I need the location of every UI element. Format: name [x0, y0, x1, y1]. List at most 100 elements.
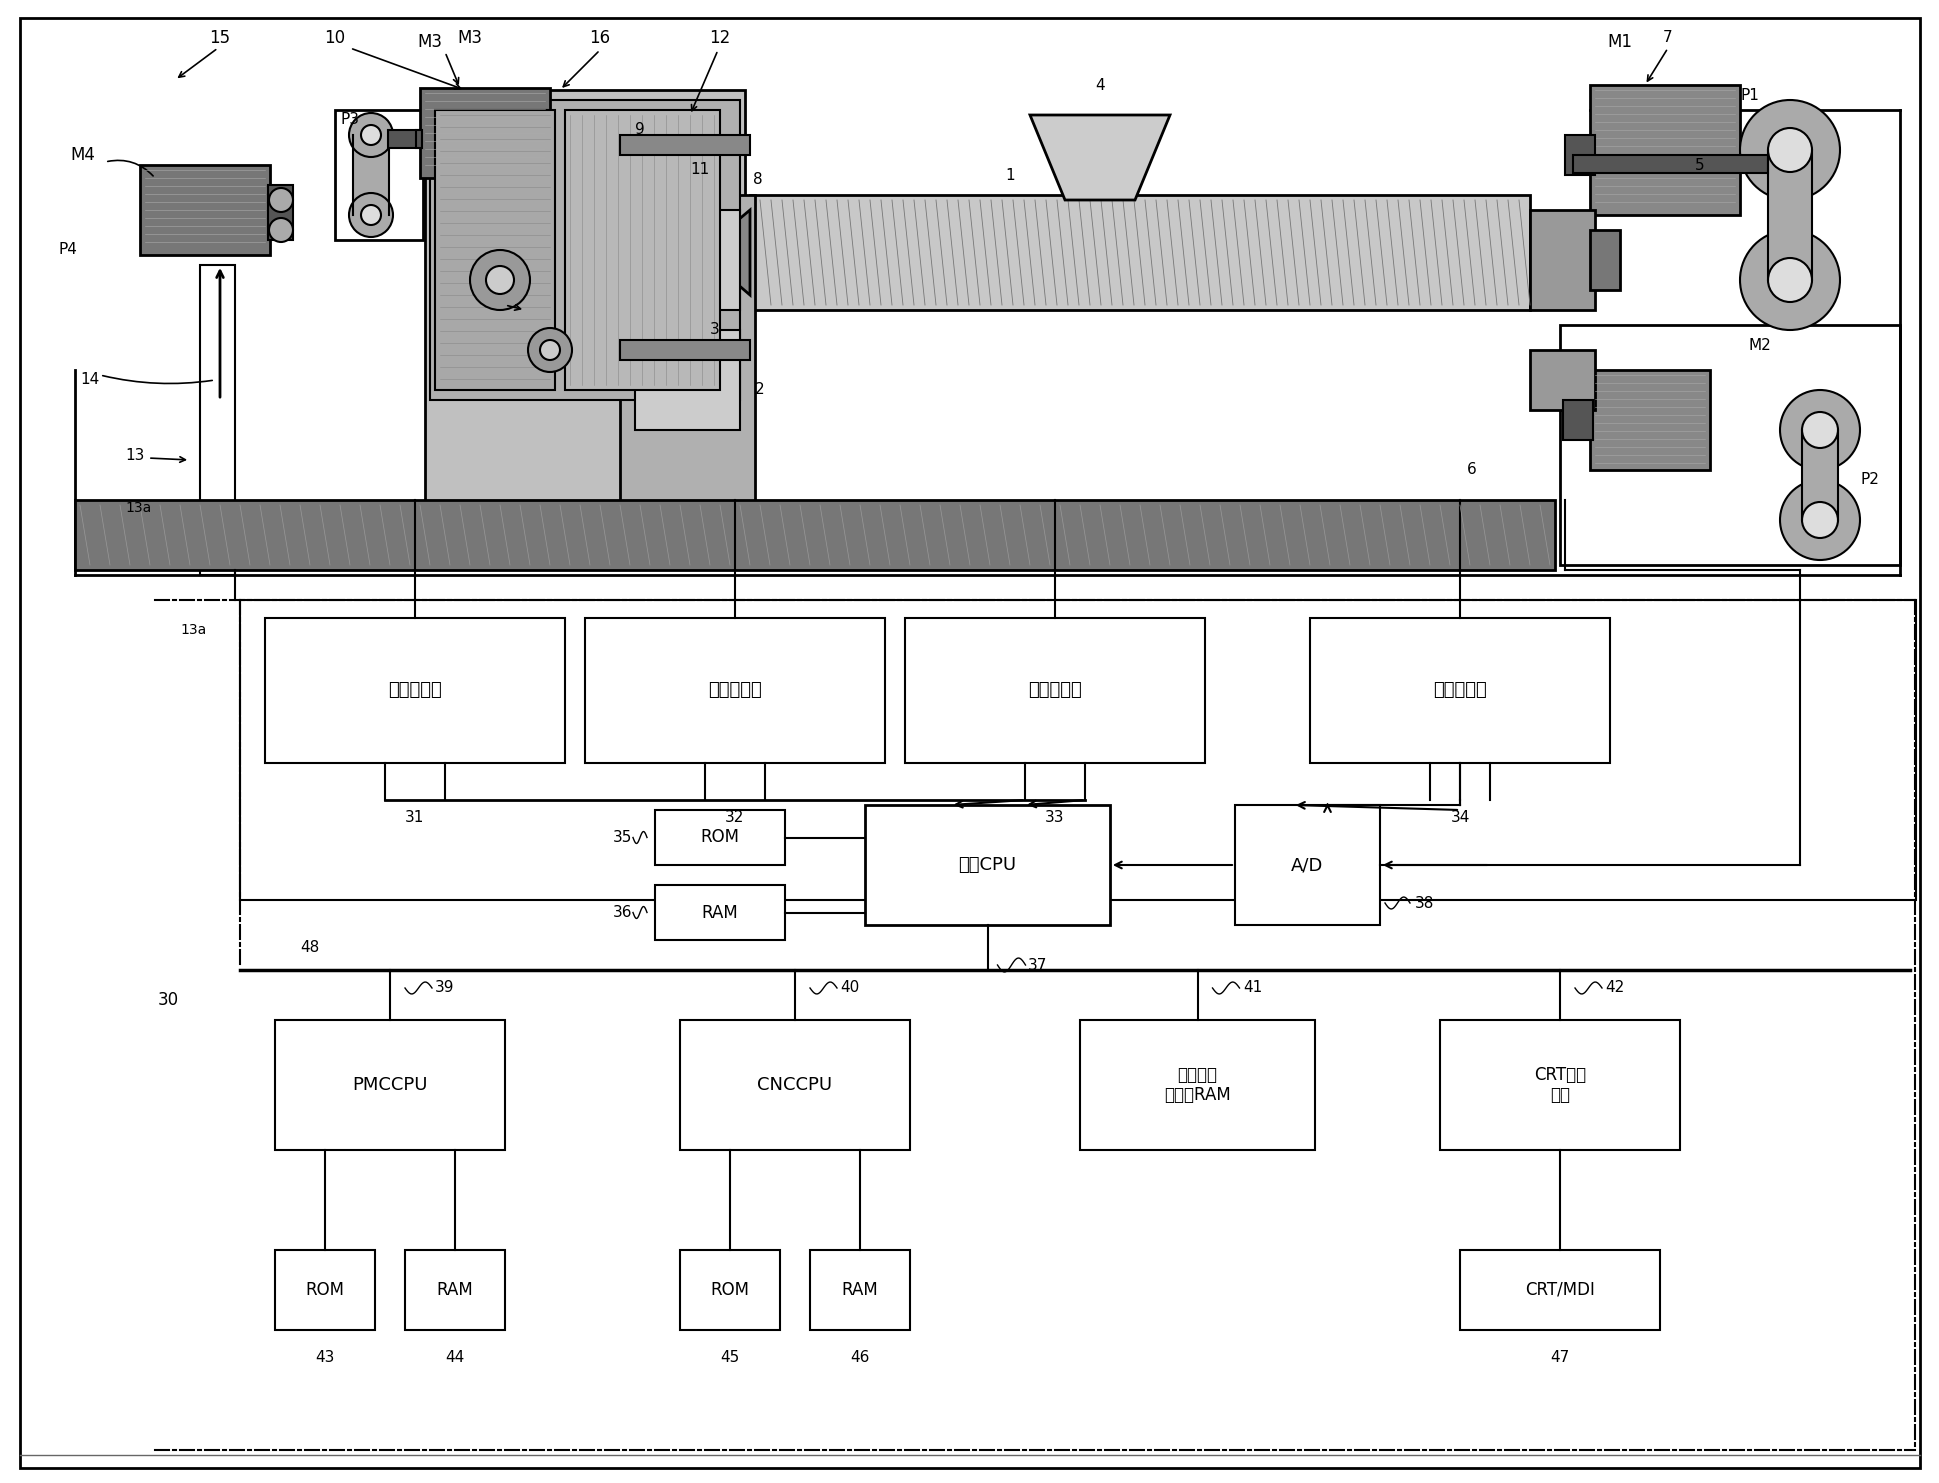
Bar — [240, 601, 1916, 900]
Bar — [76, 500, 1555, 569]
Text: CNCCPU: CNCCPU — [758, 1077, 832, 1094]
Text: 6: 6 — [1468, 463, 1478, 478]
Circle shape — [1768, 258, 1813, 303]
Circle shape — [539, 340, 560, 360]
Polygon shape — [700, 211, 750, 295]
Circle shape — [527, 328, 572, 372]
Bar — [865, 805, 1109, 925]
Text: 成形数据
保存用RAM: 成形数据 保存用RAM — [1163, 1066, 1231, 1105]
Text: 3: 3 — [710, 322, 719, 338]
Bar — [200, 265, 235, 575]
Text: 伺服放大器: 伺服放大器 — [1028, 682, 1082, 700]
Text: 5: 5 — [1695, 157, 1704, 172]
Bar — [620, 340, 750, 360]
Bar — [275, 1020, 504, 1149]
Circle shape — [1780, 390, 1860, 470]
Text: 16: 16 — [589, 30, 611, 47]
Bar — [681, 1250, 779, 1330]
Text: M4: M4 — [70, 145, 95, 165]
Text: 43: 43 — [316, 1351, 335, 1366]
Text: 伺服放大器: 伺服放大器 — [388, 682, 442, 700]
Bar — [275, 1250, 374, 1330]
Text: 48: 48 — [301, 940, 320, 955]
Bar — [425, 90, 745, 561]
Bar — [1563, 400, 1594, 440]
Text: 8: 8 — [752, 172, 762, 187]
Bar — [634, 331, 741, 430]
Circle shape — [469, 251, 529, 310]
Bar — [620, 194, 754, 555]
Text: 36: 36 — [613, 905, 632, 919]
Bar — [1801, 430, 1838, 521]
Text: RAM: RAM — [702, 903, 739, 921]
Bar — [655, 885, 785, 940]
Circle shape — [1768, 128, 1813, 172]
Text: RAM: RAM — [842, 1281, 878, 1299]
Text: 40: 40 — [840, 980, 859, 995]
Circle shape — [361, 125, 380, 145]
Text: 39: 39 — [434, 980, 456, 995]
Text: RAM: RAM — [436, 1281, 473, 1299]
Bar — [417, 131, 423, 148]
Text: ROM: ROM — [306, 1281, 345, 1299]
Bar — [586, 618, 884, 762]
Text: M3: M3 — [417, 33, 442, 50]
Text: 45: 45 — [721, 1351, 739, 1366]
Circle shape — [1739, 230, 1840, 331]
Bar — [353, 135, 390, 215]
Text: 34: 34 — [1450, 811, 1470, 826]
Text: 38: 38 — [1415, 896, 1435, 911]
Text: 32: 32 — [725, 811, 745, 826]
Text: ROM: ROM — [700, 829, 739, 847]
Text: 2: 2 — [754, 383, 764, 397]
Text: 37: 37 — [1028, 958, 1047, 973]
Text: M2: M2 — [1749, 338, 1772, 353]
Bar — [634, 211, 741, 310]
Bar — [1561, 325, 1900, 565]
Bar — [405, 1250, 504, 1330]
Circle shape — [487, 265, 514, 294]
Bar — [750, 194, 1530, 310]
Circle shape — [1801, 412, 1838, 448]
Text: 1: 1 — [1004, 168, 1014, 182]
Bar — [335, 110, 423, 240]
Bar — [906, 618, 1204, 762]
Circle shape — [270, 218, 293, 242]
Bar — [1565, 135, 1596, 175]
Bar — [620, 135, 750, 156]
Circle shape — [1780, 480, 1860, 561]
Text: 33: 33 — [1045, 811, 1065, 826]
Bar — [1441, 1020, 1679, 1149]
Text: 9: 9 — [636, 123, 646, 138]
Bar — [811, 1250, 909, 1330]
Bar — [1590, 369, 1710, 470]
Text: M1: M1 — [1607, 33, 1633, 50]
Text: M3: M3 — [458, 30, 483, 47]
Bar — [268, 185, 293, 240]
Text: A/D: A/D — [1291, 856, 1324, 873]
Bar — [266, 618, 564, 762]
Polygon shape — [1030, 116, 1169, 200]
Bar — [1590, 85, 1739, 215]
Text: 伺服放大器: 伺服放大器 — [1433, 682, 1487, 700]
Text: 10: 10 — [324, 30, 345, 47]
Text: 14: 14 — [79, 372, 99, 387]
Text: ROM: ROM — [710, 1281, 750, 1299]
Text: PMCCPU: PMCCPU — [353, 1077, 429, 1094]
Text: 13: 13 — [124, 448, 143, 463]
Bar — [1460, 1250, 1660, 1330]
Text: P3: P3 — [341, 113, 359, 128]
Text: P1: P1 — [1741, 87, 1759, 102]
Bar — [430, 99, 741, 400]
Bar — [1573, 156, 1768, 174]
Text: P4: P4 — [58, 243, 78, 258]
Text: 15: 15 — [209, 30, 231, 47]
Text: 42: 42 — [1605, 980, 1625, 995]
Text: 47: 47 — [1551, 1351, 1571, 1366]
Text: CRT/MDI: CRT/MDI — [1526, 1281, 1596, 1299]
Text: 30: 30 — [157, 991, 178, 1008]
Circle shape — [349, 113, 394, 157]
Text: 31: 31 — [405, 811, 425, 826]
Circle shape — [361, 205, 380, 225]
Text: P2: P2 — [1861, 473, 1879, 488]
